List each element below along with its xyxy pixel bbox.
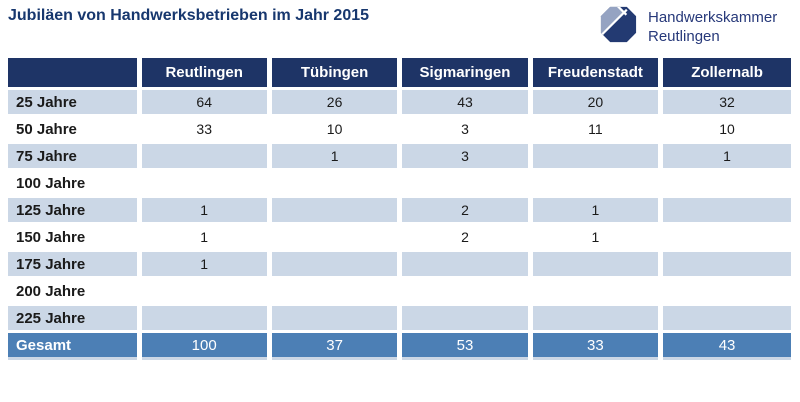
row-label: 100 Jahre xyxy=(8,169,139,198)
table-cell: 3 xyxy=(397,142,531,171)
table-cell: 10 xyxy=(658,115,791,144)
table-cell: 11 xyxy=(527,115,661,144)
table-cell xyxy=(266,196,400,225)
table-cell xyxy=(658,169,791,198)
row-label: 125 Jahre xyxy=(8,196,139,225)
row-label: 150 Jahre xyxy=(8,223,139,252)
table-cell: 3 xyxy=(397,115,531,144)
table-cell xyxy=(658,223,791,252)
row-label: 175 Jahre xyxy=(8,250,139,279)
table-cell xyxy=(266,223,400,252)
table-cell: 1 xyxy=(136,250,270,279)
table-cell: 2 xyxy=(397,223,531,252)
table-cell xyxy=(527,304,661,333)
corner-header-cell xyxy=(8,58,139,90)
table-cell xyxy=(527,142,661,171)
logo-line2: Reutlingen xyxy=(648,28,720,45)
row-label: 50 Jahre xyxy=(8,115,139,144)
page-title: Jubiläen von Handwerksbetrieben im Jahr … xyxy=(8,7,370,24)
row-label: 25 Jahre xyxy=(8,88,139,117)
total-cell: 33 xyxy=(527,331,661,360)
row-label: 225 Jahre xyxy=(8,304,139,333)
table-row-25-jahre: 25 Jahre 64 26 43 20 32 xyxy=(8,88,791,117)
table-row-175-jahre: 175 Jahre 1 xyxy=(8,250,791,279)
table-cell: 10 xyxy=(266,115,400,144)
handwerkskammer-logo: Handwerkskammer Reutlingen xyxy=(600,6,777,46)
table-cell: 2 xyxy=(397,196,531,225)
column-header-reutlingen: Reutlingen xyxy=(136,58,270,90)
table-cell xyxy=(136,142,270,171)
table-cell xyxy=(136,277,270,306)
header-row: Reutlingen Tübingen Sigmaringen Freudens… xyxy=(8,58,791,90)
table-cell: 32 xyxy=(658,88,791,117)
table-cell: 43 xyxy=(397,88,531,117)
table-cell xyxy=(266,250,400,279)
table-row-225-jahre: 225 Jahre xyxy=(8,304,791,333)
table-row-75-jahre: 75 Jahre 1 3 1 xyxy=(8,142,791,171)
column-header-tuebingen: Tübingen xyxy=(266,58,400,90)
column-header-sigmaringen: Sigmaringen xyxy=(397,58,531,90)
table-cell xyxy=(136,304,270,333)
table-row-100-jahre: 100 Jahre xyxy=(8,169,791,198)
table-cell: 1 xyxy=(266,142,400,171)
table-cell xyxy=(658,250,791,279)
total-row: Gesamt 100 37 53 33 43 xyxy=(8,331,791,360)
total-cell: 37 xyxy=(266,331,400,360)
row-label: 200 Jahre xyxy=(8,277,139,306)
table-cell: 64 xyxy=(136,88,270,117)
table-cell xyxy=(266,277,400,306)
table-cell xyxy=(658,196,791,225)
table-cell xyxy=(527,250,661,279)
total-row-label: Gesamt xyxy=(8,331,139,360)
table-cell xyxy=(266,169,400,198)
handwerkskammer-logo-icon xyxy=(600,6,637,43)
table-cell xyxy=(527,169,661,198)
table-cell: 26 xyxy=(266,88,400,117)
total-cell: 53 xyxy=(397,331,531,360)
table-row-200-jahre: 200 Jahre xyxy=(8,277,791,306)
table-cell xyxy=(658,304,791,333)
table-cell: 1 xyxy=(136,223,270,252)
table-cell xyxy=(527,277,661,306)
total-cell: 100 xyxy=(136,331,270,360)
row-label: 75 Jahre xyxy=(8,142,139,171)
table-cell: 1 xyxy=(527,196,661,225)
table-cell xyxy=(136,169,270,198)
table-cell xyxy=(397,250,531,279)
jubilees-table: Reutlingen Tübingen Sigmaringen Freudens… xyxy=(8,58,791,360)
total-cell: 43 xyxy=(658,331,791,360)
column-header-zollernalb: Zollernalb xyxy=(658,58,791,90)
logo-line1: Handwerkskammer xyxy=(648,9,778,26)
table-cell: 20 xyxy=(527,88,661,117)
table-cell xyxy=(397,304,531,333)
table-cell xyxy=(658,277,791,306)
table-cell xyxy=(397,169,531,198)
table-cell xyxy=(266,304,400,333)
logo-text: Handwerkskammer Reutlingen xyxy=(648,6,777,46)
table-cell: 1 xyxy=(658,142,791,171)
table-cell xyxy=(397,277,531,306)
column-header-freudenstadt: Freudenstadt xyxy=(527,58,661,90)
table-cell: 33 xyxy=(136,115,270,144)
table-cell: 1 xyxy=(527,223,661,252)
table-row-150-jahre: 150 Jahre 1 2 1 xyxy=(8,223,791,252)
table-row-50-jahre: 50 Jahre 33 10 3 11 10 xyxy=(8,115,791,144)
table-cell: 1 xyxy=(136,196,270,225)
table-row-125-jahre: 125 Jahre 1 2 1 xyxy=(8,196,791,225)
